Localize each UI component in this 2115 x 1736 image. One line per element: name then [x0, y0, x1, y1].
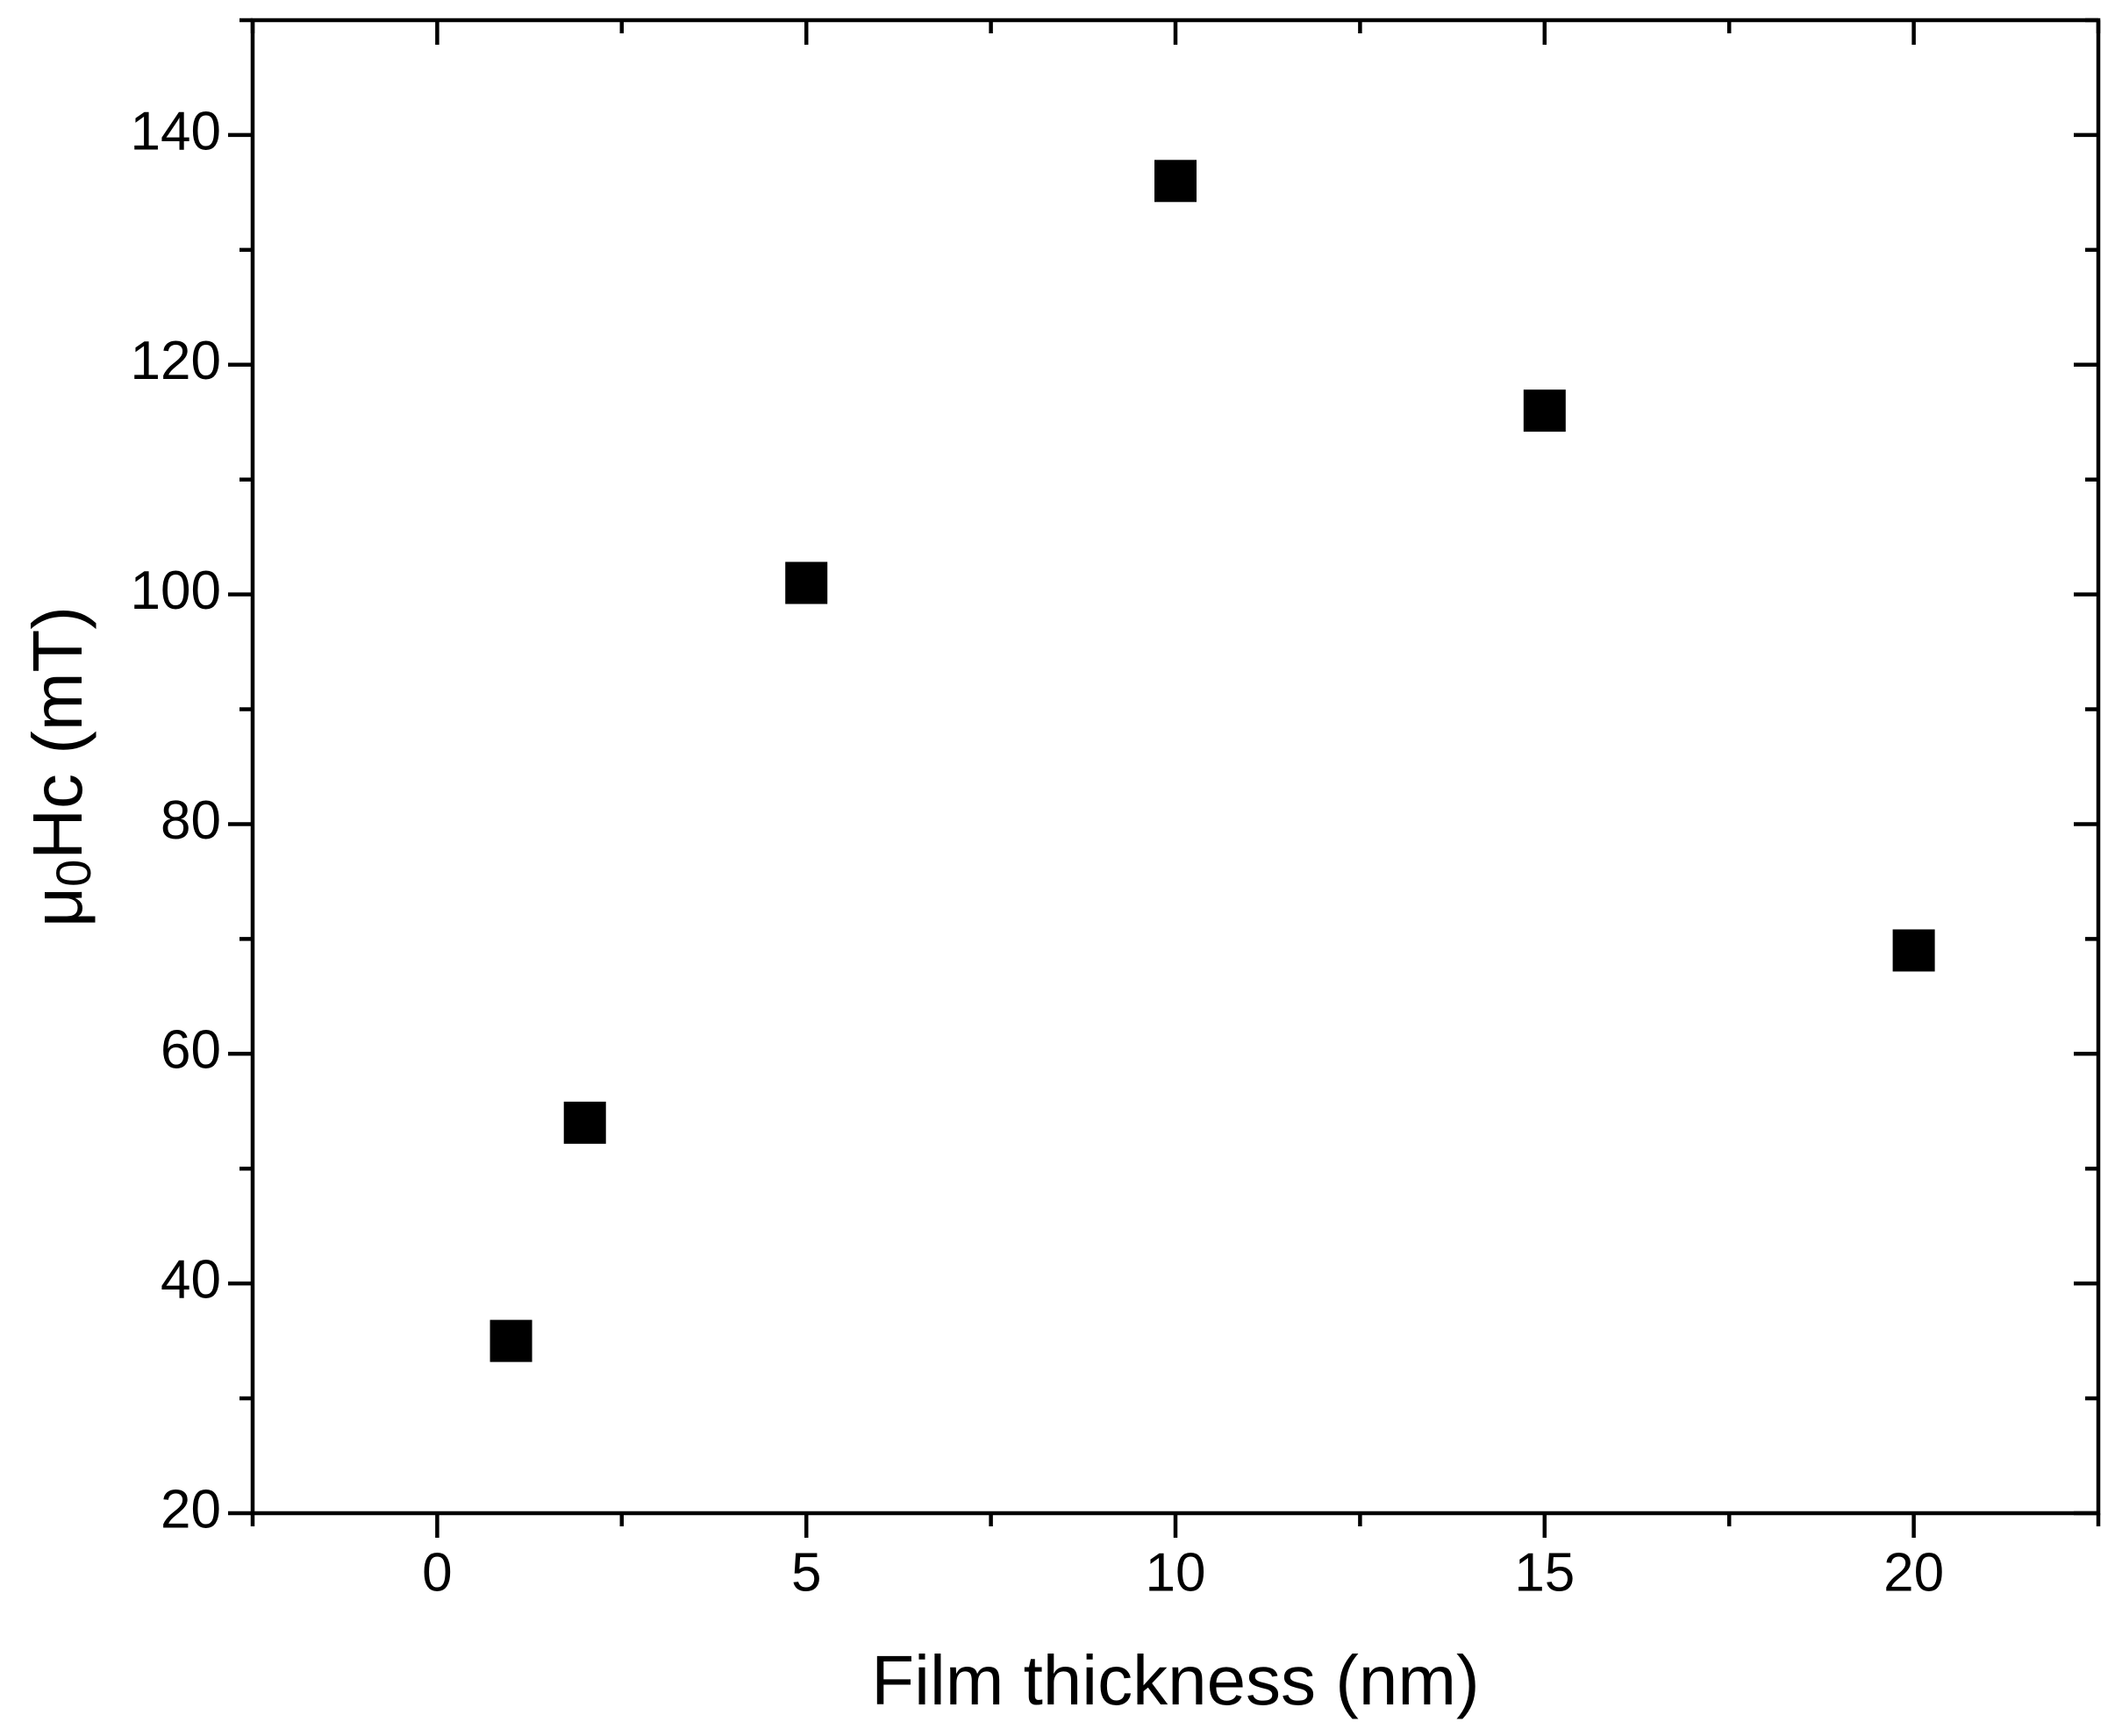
x-tick-label: 20	[1883, 1542, 1944, 1603]
marker	[1892, 929, 1935, 972]
x-tick-label: 0	[422, 1542, 452, 1603]
y-axis-title-subscript: 0	[46, 860, 101, 887]
y-tick-label: 80	[161, 790, 221, 851]
y-tick-label: 40	[161, 1250, 221, 1311]
x-tick-label: 5	[791, 1542, 821, 1603]
y-tick-label: 100	[131, 561, 221, 621]
x-tick-label: 15	[1514, 1542, 1575, 1603]
marker	[563, 1101, 606, 1144]
marker	[1154, 160, 1197, 203]
plot-frame	[250, 18, 2101, 1516]
y-tick-label: 60	[161, 1020, 221, 1081]
marker	[1523, 389, 1566, 432]
y-tick-label: 20	[161, 1479, 221, 1540]
y-axis-title-part: Hc (mT)	[18, 606, 96, 860]
x-axis-title: Film thickness (nm)	[871, 1641, 1479, 1719]
y-tick-label: 120	[131, 331, 221, 391]
x-tick-label: 10	[1146, 1542, 1206, 1603]
y-axis-title: μ0Hc (mT)	[18, 606, 101, 927]
marker	[489, 1319, 532, 1362]
y-tick-label: 140	[131, 101, 221, 161]
y-axis-title-part: μ	[18, 887, 96, 927]
marker	[785, 561, 828, 604]
